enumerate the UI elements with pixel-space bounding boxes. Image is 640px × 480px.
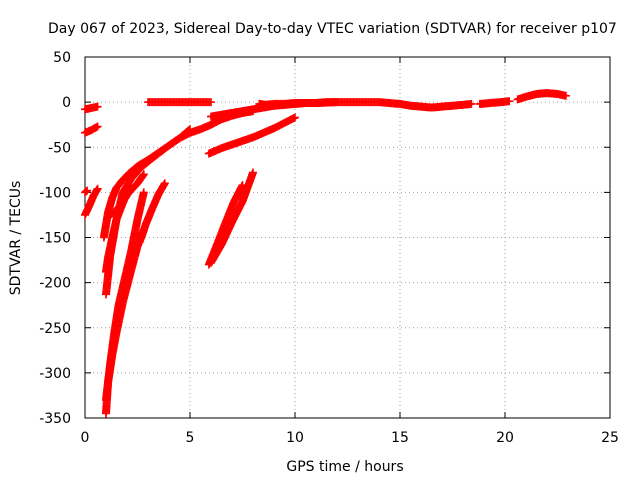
series-sat-a bbox=[81, 184, 102, 219]
y-tick-label: -300 bbox=[39, 366, 71, 382]
data-point bbox=[467, 99, 476, 108]
series-sat-j bbox=[106, 170, 148, 219]
y-tick-label: 50 bbox=[53, 50, 71, 66]
series-sat-k bbox=[135, 179, 169, 247]
x-tick-label: 15 bbox=[391, 430, 409, 446]
data-point bbox=[505, 97, 514, 106]
data-point bbox=[83, 186, 92, 195]
data-point bbox=[93, 122, 102, 131]
series-sat-m bbox=[207, 168, 257, 267]
chart-title: Day 067 of 2023, Sidereal Day-to-day VTE… bbox=[48, 21, 617, 37]
x-tick-label: 5 bbox=[186, 430, 195, 446]
data-point bbox=[139, 188, 148, 197]
data-point bbox=[249, 168, 257, 177]
series-sat-d bbox=[81, 186, 92, 197]
data-point bbox=[184, 126, 193, 135]
x-tick-label: 25 bbox=[601, 430, 619, 446]
data-point bbox=[186, 125, 194, 134]
data-point bbox=[82, 187, 91, 196]
series-sat-o bbox=[204, 113, 299, 158]
y-tick-label: -50 bbox=[48, 140, 71, 156]
x-tick-label: 20 bbox=[496, 430, 514, 446]
data-point bbox=[139, 170, 148, 179]
axis-ticks: 0 5 10 15 20 25 50 0 -50 -100 -150 -200 -250 -300 -350 bbox=[39, 50, 619, 446]
y-tick-label: -350 bbox=[39, 411, 71, 427]
data-point bbox=[160, 179, 169, 188]
y-axis-label: SDTVAR / TECUs bbox=[8, 181, 24, 296]
data-point bbox=[561, 91, 570, 100]
x-tick-label: 0 bbox=[81, 430, 90, 446]
series-sat-n bbox=[144, 98, 215, 107]
x-tick-label: 10 bbox=[286, 430, 304, 446]
y-tick-label: -250 bbox=[39, 321, 71, 337]
y-tick-label: -200 bbox=[39, 276, 71, 292]
y-tick-label: 0 bbox=[62, 95, 71, 111]
data-point bbox=[93, 184, 102, 193]
series-sat-i bbox=[102, 188, 148, 404]
series-sat-q bbox=[255, 98, 476, 112]
series-sat-c bbox=[81, 102, 102, 114]
x-axis-label: GPS time / hours bbox=[286, 459, 403, 475]
data-points bbox=[81, 89, 570, 418]
series-sat-r bbox=[475, 97, 514, 108]
y-tick-label: -100 bbox=[39, 185, 71, 201]
y-tick-label: -150 bbox=[39, 231, 71, 247]
data-point bbox=[93, 102, 102, 111]
series-sat-f bbox=[99, 125, 194, 242]
series-sat-b bbox=[81, 122, 102, 137]
series-sat-s bbox=[513, 89, 570, 104]
data-point bbox=[207, 98, 215, 107]
data-point bbox=[291, 113, 299, 122]
